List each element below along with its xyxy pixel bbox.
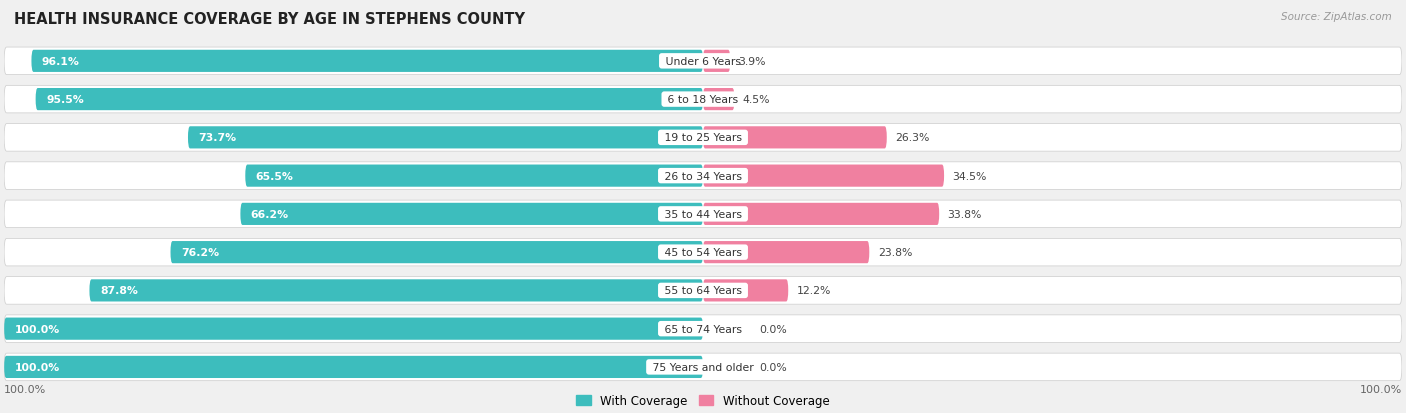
Text: 0.0%: 0.0% — [759, 362, 786, 372]
Text: 45 to 54 Years: 45 to 54 Years — [661, 247, 745, 258]
FancyBboxPatch shape — [170, 242, 703, 263]
Text: 35 to 44 Years: 35 to 44 Years — [661, 209, 745, 219]
Text: 3.9%: 3.9% — [738, 57, 766, 66]
Text: 100.0%: 100.0% — [1360, 385, 1402, 394]
Text: Source: ZipAtlas.com: Source: ZipAtlas.com — [1281, 12, 1392, 22]
FancyBboxPatch shape — [4, 315, 1402, 343]
Text: 33.8%: 33.8% — [948, 209, 981, 219]
FancyBboxPatch shape — [703, 127, 887, 149]
FancyBboxPatch shape — [188, 127, 703, 149]
Text: 55 to 64 Years: 55 to 64 Years — [661, 286, 745, 296]
Text: 0.0%: 0.0% — [759, 324, 786, 334]
FancyBboxPatch shape — [4, 162, 1402, 190]
Text: 65.5%: 65.5% — [256, 171, 294, 181]
FancyBboxPatch shape — [4, 318, 703, 340]
Text: 95.5%: 95.5% — [46, 95, 84, 105]
FancyBboxPatch shape — [35, 89, 703, 111]
FancyBboxPatch shape — [4, 356, 703, 378]
FancyBboxPatch shape — [703, 51, 730, 73]
FancyBboxPatch shape — [703, 203, 939, 225]
Text: 26.3%: 26.3% — [896, 133, 929, 143]
Text: 66.2%: 66.2% — [250, 209, 290, 219]
Text: 100.0%: 100.0% — [4, 385, 46, 394]
Text: 87.8%: 87.8% — [100, 286, 138, 296]
Text: 76.2%: 76.2% — [181, 247, 219, 258]
FancyBboxPatch shape — [4, 86, 1402, 114]
Text: 100.0%: 100.0% — [14, 362, 60, 372]
FancyBboxPatch shape — [4, 277, 1402, 304]
Text: HEALTH INSURANCE COVERAGE BY AGE IN STEPHENS COUNTY: HEALTH INSURANCE COVERAGE BY AGE IN STEP… — [14, 12, 524, 27]
Text: 23.8%: 23.8% — [877, 247, 912, 258]
FancyBboxPatch shape — [703, 165, 943, 187]
FancyBboxPatch shape — [240, 203, 703, 225]
Text: 100.0%: 100.0% — [14, 324, 60, 334]
Text: 73.7%: 73.7% — [198, 133, 236, 143]
Text: 65 to 74 Years: 65 to 74 Years — [661, 324, 745, 334]
Text: Under 6 Years: Under 6 Years — [662, 57, 744, 66]
FancyBboxPatch shape — [245, 165, 703, 187]
Text: 12.2%: 12.2% — [797, 286, 831, 296]
Text: 4.5%: 4.5% — [742, 95, 770, 105]
FancyBboxPatch shape — [4, 48, 1402, 76]
FancyBboxPatch shape — [703, 280, 789, 302]
Text: 75 Years and older: 75 Years and older — [650, 362, 756, 372]
Text: 96.1%: 96.1% — [42, 57, 80, 66]
Text: 19 to 25 Years: 19 to 25 Years — [661, 133, 745, 143]
FancyBboxPatch shape — [703, 242, 869, 263]
FancyBboxPatch shape — [31, 51, 703, 73]
FancyBboxPatch shape — [703, 89, 734, 111]
Text: 26 to 34 Years: 26 to 34 Years — [661, 171, 745, 181]
FancyBboxPatch shape — [4, 201, 1402, 228]
FancyBboxPatch shape — [4, 239, 1402, 266]
Text: 6 to 18 Years: 6 to 18 Years — [664, 95, 742, 105]
FancyBboxPatch shape — [4, 124, 1402, 152]
FancyBboxPatch shape — [90, 280, 703, 302]
Text: 34.5%: 34.5% — [952, 171, 987, 181]
Legend: With Coverage, Without Coverage: With Coverage, Without Coverage — [572, 389, 834, 411]
FancyBboxPatch shape — [4, 353, 1402, 381]
